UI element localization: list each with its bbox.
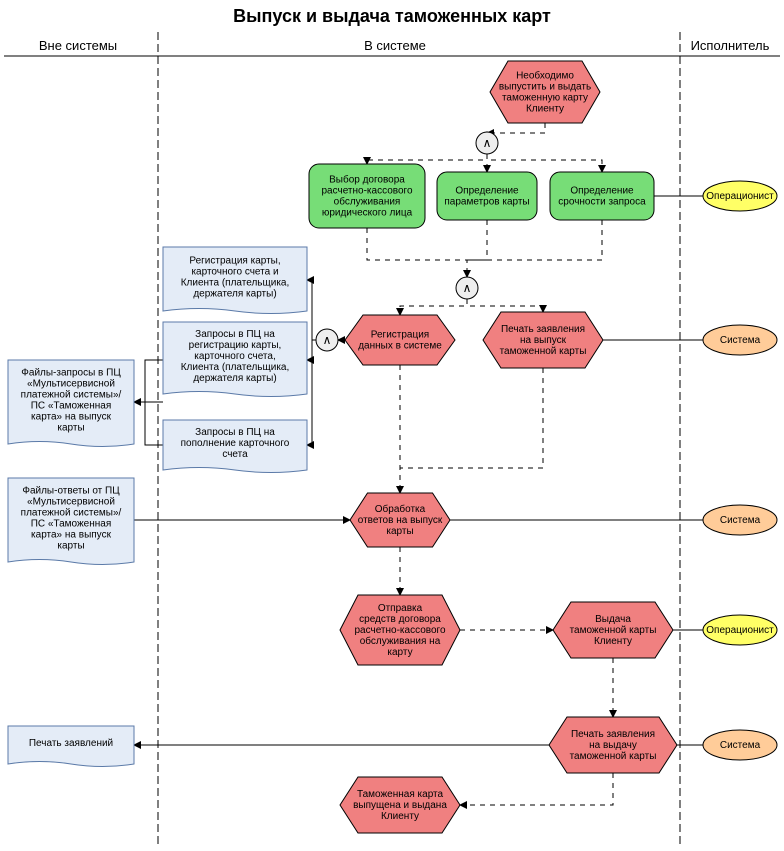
svg-text:Файлы-ответы от ПЦ: Файлы-ответы от ПЦ [22, 486, 120, 497]
svg-text:Печать заявления: Печать заявления [501, 324, 585, 335]
svg-text:Регистрация: Регистрация [371, 330, 429, 341]
svg-text:«Мультисервисной: «Мультисервисной [27, 379, 115, 390]
svg-text:срочности запроса: срочности запроса [558, 197, 646, 208]
svg-text:таможенной карты: таможенной карты [570, 625, 657, 636]
svg-text:держателя карты): держателя карты) [193, 373, 276, 384]
svg-text:Файлы-запросы в ПЦ: Файлы-запросы в ПЦ [21, 368, 121, 379]
svg-text:карты: карты [57, 423, 84, 434]
svg-text:ответов на выпуск: ответов на выпуск [358, 515, 443, 526]
svg-text:регистрацию карты,: регистрацию карты, [189, 340, 282, 351]
svg-text:Определение: Определение [455, 186, 519, 197]
svg-text:Система: Система [720, 515, 761, 526]
svg-text:Таможенная карта: Таможенная карта [357, 789, 444, 800]
svg-text:карты: карты [57, 541, 84, 552]
svg-text:Клиенту: Клиенту [594, 636, 632, 647]
svg-text:данных в системе: данных в системе [358, 341, 442, 352]
svg-text:на выдачу: на выдачу [589, 740, 637, 751]
svg-text:счета: счета [222, 449, 248, 460]
svg-text:на выпуск: на выпуск [520, 335, 567, 346]
svg-text:В системе: В системе [364, 38, 426, 53]
svg-text:Регистрация карты,: Регистрация карты, [189, 256, 280, 267]
svg-text:Выпуск и выдача таможенных кар: Выпуск и выдача таможенных карт [233, 6, 551, 26]
svg-text:Вне системы: Вне системы [39, 38, 117, 53]
svg-text:Клиента (плательщика,: Клиента (плательщика, [181, 362, 290, 373]
svg-text:расчетно-кассового: расчетно-кассового [321, 186, 412, 197]
svg-text:юридического лица: юридического лица [322, 208, 413, 219]
svg-text:пополнение карточного: пополнение карточного [181, 438, 290, 449]
svg-text:карту: карту [387, 647, 412, 658]
svg-text:Клиенту: Клиенту [526, 104, 564, 115]
svg-text:параметров карты: параметров карты [444, 197, 529, 208]
svg-text:Система: Система [720, 335, 761, 346]
svg-text:Необходимо: Необходимо [516, 70, 574, 82]
svg-text:Обработка: Обработка [375, 503, 426, 515]
svg-text:таможенную карту: таможенную карту [502, 93, 588, 104]
svg-text:карта» на выпуск: карта» на выпуск [31, 412, 112, 423]
svg-text:Клиента (плательщика,: Клиента (плательщика, [181, 278, 290, 289]
svg-text:ПС «Таможенная: ПС «Таможенная [31, 519, 112, 530]
flowchart-canvas: Выпуск и выдача таможенных карт Вне систе… [0, 0, 784, 851]
svg-text:платежной системы»/: платежной системы»/ [21, 390, 122, 401]
svg-text:Печать заявления: Печать заявления [571, 729, 655, 740]
svg-text:карточного счета,: карточного счета, [194, 351, 276, 362]
svg-text:средств договора: средств договора [359, 614, 441, 625]
svg-text:карточного счета и: карточного счета и [191, 267, 278, 278]
svg-text:Запросы в ПЦ на: Запросы в ПЦ на [195, 329, 275, 340]
svg-text:Клиенту: Клиенту [381, 811, 419, 822]
svg-text:таможенной карты: таможенной карты [570, 751, 657, 762]
svg-text:Система: Система [720, 740, 761, 751]
svg-text:обслуживания на: обслуживания на [360, 635, 441, 647]
svg-text:Отправка: Отправка [378, 603, 423, 614]
svg-text:Запросы в ПЦ на: Запросы в ПЦ на [195, 427, 275, 438]
svg-text:карты: карты [386, 526, 413, 537]
svg-text:Печать заявлений: Печать заявлений [29, 738, 113, 749]
svg-text:∧: ∧ [323, 333, 332, 347]
svg-text:ПС «Таможенная: ПС «Таможенная [31, 401, 112, 412]
svg-text:Операционист: Операционист [706, 191, 774, 202]
svg-text:расчетно-кассового: расчетно-кассового [354, 625, 445, 636]
svg-text:Операционист: Операционист [706, 625, 774, 636]
svg-text:держателя карты): держателя карты) [193, 289, 276, 300]
svg-text:карта» на выпуск: карта» на выпуск [31, 530, 112, 541]
svg-text:«Мультисервисной: «Мультисервисной [27, 497, 115, 508]
svg-text:Выбор договора: Выбор договора [329, 174, 405, 186]
svg-text:обслуживания: обслуживания [334, 196, 401, 208]
svg-text:выпущена и выдана: выпущена и выдана [353, 800, 447, 811]
svg-text:Выдача: Выдача [595, 614, 631, 625]
svg-text:платежной системы»/: платежной системы»/ [21, 508, 122, 519]
svg-text:выпустить и выдать: выпустить и выдать [499, 82, 591, 93]
svg-text:Исполнитель: Исполнитель [691, 38, 770, 53]
svg-text:таможенной карты: таможенной карты [500, 346, 587, 357]
svg-text:Определение: Определение [570, 186, 634, 197]
svg-text:∧: ∧ [463, 281, 472, 295]
svg-text:∧: ∧ [483, 136, 492, 150]
